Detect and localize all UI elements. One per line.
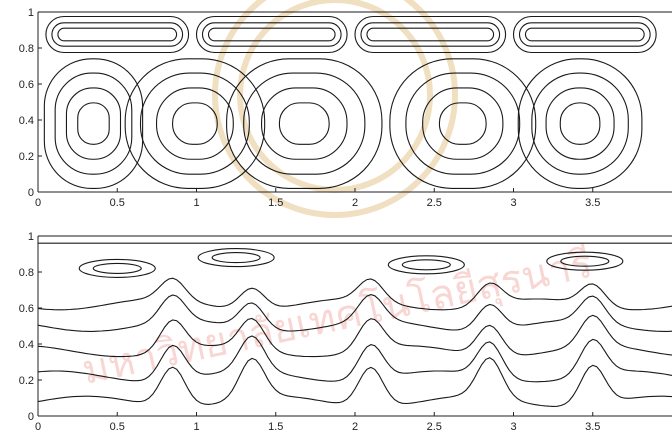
- y-tick-label: 0.2: [19, 375, 34, 387]
- contour-line: [438, 102, 487, 145]
- x-tick-label: 2.5: [427, 197, 442, 209]
- contour-line: [366, 27, 495, 42]
- y-tick-label: 0.6: [19, 79, 34, 91]
- contour-line: [401, 259, 451, 271]
- x-tick-label: 2.5: [427, 421, 442, 433]
- contour-line: [45, 15, 190, 54]
- contour-line: [243, 72, 366, 175]
- contour-line: [51, 22, 184, 47]
- contour-line: [37, 335, 672, 383]
- y-tick-label: 1: [28, 231, 34, 243]
- contour-line: [37, 294, 672, 332]
- x-tick-label: 0: [35, 197, 41, 209]
- x-tick-label: 0.5: [110, 197, 125, 209]
- contour-line: [207, 27, 336, 42]
- contour-line: [512, 15, 657, 54]
- contour-line: [124, 58, 266, 189]
- contour-line: [78, 258, 156, 278]
- contour-panel-top: 0 0.5 1 1.5 2 2.5 3 3.5 0 0.2 0.4 0.6 0.8 1: [19, 7, 672, 209]
- contour-line: [57, 27, 178, 42]
- contour-line: [261, 87, 348, 160]
- contour-line: [518, 22, 651, 47]
- x-tick-label: 3: [510, 421, 516, 433]
- x-tick-label: 1: [193, 197, 199, 209]
- contour-line: [65, 87, 122, 160]
- contour-line: [517, 58, 643, 189]
- contour-line: [387, 255, 465, 275]
- contour-line: [389, 58, 537, 189]
- x-tick-label: 1.5: [268, 421, 283, 433]
- contour-line: [405, 72, 521, 175]
- watermark: มหาวิทยาลัยเทคโนโลยีสุรนารี: [78, 0, 597, 395]
- y-tick-label: 0.8: [19, 43, 34, 55]
- contour-line: [422, 87, 504, 160]
- watermark-seal-inner: [237, 0, 433, 193]
- contour-line: [278, 102, 330, 145]
- contour-line: [531, 72, 629, 175]
- contour-line: [546, 251, 624, 271]
- x-tick-label: 1.5: [268, 197, 283, 209]
- contour-line: [77, 102, 110, 145]
- x-tick-label: 3.5: [585, 197, 600, 209]
- x-tick-label: 0: [35, 421, 41, 433]
- contour-line: [201, 22, 342, 47]
- y-tick-label: 0: [28, 187, 34, 199]
- y-tick-label: 0.2: [19, 151, 34, 163]
- contour-line: [524, 27, 645, 42]
- contour-line: [139, 72, 250, 175]
- y-tick-label: 0.4: [19, 339, 34, 351]
- watermark-text: มหาวิทยาลัยเทคโนโลยีสุรนารี: [78, 241, 597, 395]
- watermark-seal: [212, 0, 458, 218]
- y-tick-label: 0: [28, 411, 34, 423]
- y-tick-label: 1: [28, 7, 34, 19]
- contour-line: [37, 314, 672, 358]
- contour-line: [197, 248, 275, 268]
- contour-line: [354, 15, 507, 54]
- contour-line: [43, 58, 144, 189]
- contour-line: [560, 255, 610, 267]
- contour-line: [54, 72, 133, 175]
- contour-line: [545, 87, 615, 160]
- contour-line: [37, 277, 672, 311]
- y-tick-label: 0.8: [19, 267, 34, 279]
- contour-line: [360, 22, 501, 47]
- x-tick-label: 3: [510, 197, 516, 209]
- contour-line: [211, 252, 261, 264]
- contour-line: [156, 87, 234, 160]
- y-tick-label: 0.4: [19, 115, 34, 127]
- x-tick-label: 1: [193, 421, 199, 433]
- contour-line: [226, 58, 383, 189]
- contour-line: [172, 102, 218, 145]
- x-tick-label: 3.5: [585, 421, 600, 433]
- y-tick-label: 0.6: [19, 303, 34, 315]
- contour-line: [195, 15, 348, 54]
- contour-panel-bottom: 0 0.5 1 1.5 2 2.5 3 3.5 0 0.2 0.4 0.6 0.8 1: [19, 231, 672, 433]
- contour-line: [559, 102, 601, 145]
- contour-line: [37, 357, 672, 407]
- contour-line: [92, 262, 142, 274]
- x-tick-label: 2: [352, 421, 358, 433]
- x-tick-label: 2: [352, 197, 358, 209]
- x-tick-label: 0.5: [110, 421, 125, 433]
